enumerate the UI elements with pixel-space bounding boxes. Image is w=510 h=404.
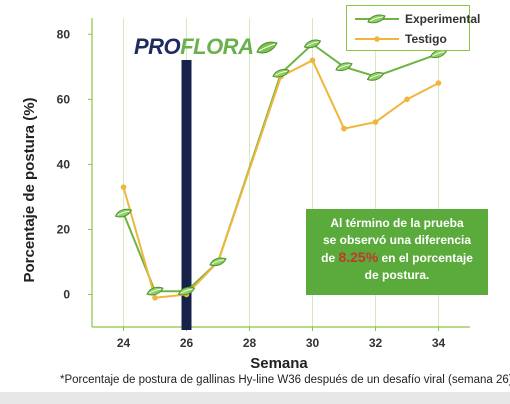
- proflora-logo: PROFLORA: [134, 34, 278, 60]
- point-experimental-26: [177, 286, 196, 296]
- point-testigo-33: [404, 96, 410, 103]
- note-line-1: Al término de la prueba: [330, 216, 464, 230]
- note-line-3: de 8.25% en el porcentaje: [306, 249, 488, 267]
- y-tick-label-0: 0: [63, 287, 70, 301]
- legend-swatch-experimental: [355, 12, 399, 26]
- footnote: *Porcentaje de postura de gallinas Hy-li…: [60, 374, 510, 386]
- note-line-3-pre: de: [321, 251, 339, 265]
- result-note: Al término de la prueba se observó una d…: [306, 209, 488, 295]
- x-tick-label-30: 30: [306, 336, 320, 350]
- note-line-3-post: en el porcentaje: [378, 251, 473, 265]
- x-tick-label-34: 34: [432, 336, 446, 350]
- point-testigo-32: [372, 119, 379, 125]
- y-tick-label-20: 20: [57, 222, 71, 236]
- point-testigo-31: [341, 125, 347, 132]
- point-experimental-32: [366, 72, 385, 81]
- legend-label-testigo: Testigo: [405, 32, 447, 46]
- point-experimental-24: [114, 208, 133, 218]
- note-highlight: 8.25%: [338, 249, 379, 265]
- point-testigo-25: [152, 294, 158, 301]
- x-tick-label-26: 26: [180, 336, 194, 350]
- legend: Experimental Testigo: [346, 5, 480, 51]
- week-26-marker-bar: [181, 60, 192, 330]
- ticks: 0 20 40 60 80 24 26 28 30 32 34: [57, 27, 446, 350]
- legend-item-testigo: Testigo: [355, 30, 467, 48]
- point-testigo-30: [309, 57, 316, 64]
- x-axis-title: Semana: [250, 355, 308, 372]
- point-experimental-30: [303, 39, 322, 49]
- point-testigo-34: [435, 80, 442, 86]
- point-experimental-31: [335, 62, 353, 72]
- series-line-testigo: [122, 58, 439, 299]
- x-tick-label-32: 32: [369, 336, 383, 350]
- point-experimental-29: [272, 68, 290, 78]
- point-experimental-34: [429, 49, 448, 59]
- logo-text-pro: PRO: [134, 34, 181, 59]
- point-testigo-24: [120, 184, 127, 190]
- series: [114, 39, 448, 301]
- point-experimental-27: [209, 257, 227, 267]
- x-tick-label-24: 24: [117, 336, 131, 350]
- x-tick-label-28: 28: [243, 336, 257, 350]
- note-line-2: se observó una diferencia: [322, 233, 472, 247]
- bottom-band: [0, 392, 510, 404]
- y-axis-title: Porcentaje de postura (%): [21, 97, 38, 282]
- leaf-icon: [256, 41, 278, 54]
- logo-text-flora: FLORA: [180, 34, 253, 59]
- point-experimental-25: [146, 286, 164, 296]
- note-line-4: de postura.: [364, 268, 430, 282]
- axes: [91, 18, 470, 328]
- y-tick-label-60: 60: [57, 92, 71, 106]
- y-tick-label-80: 80: [57, 27, 71, 41]
- legend-item-experimental: Experimental: [355, 10, 480, 28]
- legend-swatch-testigo: [355, 32, 399, 46]
- y-tick-label-40: 40: [57, 157, 71, 171]
- legend-label-experimental: Experimental: [405, 12, 481, 26]
